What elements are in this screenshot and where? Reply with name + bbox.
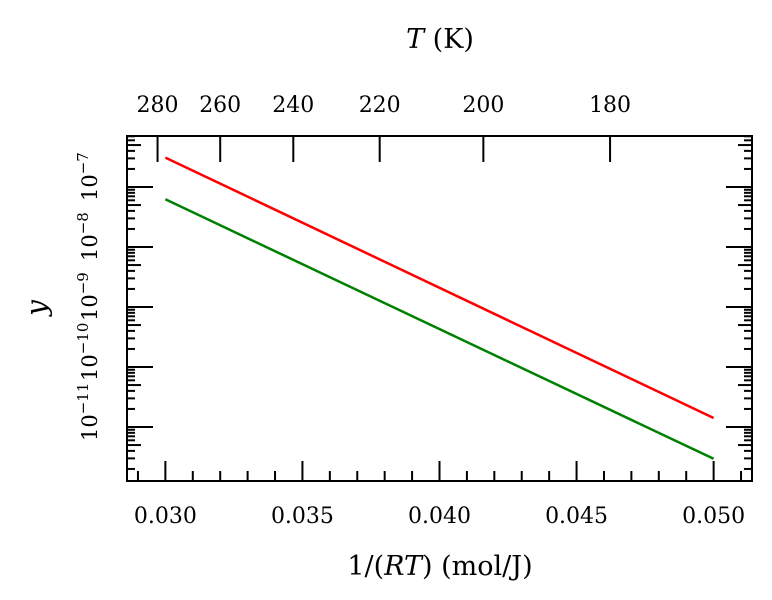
top-tick-label: 200 bbox=[462, 93, 504, 118]
plot-frame bbox=[126, 135, 753, 482]
x-axis-label: 1/(RT) (mol/J) bbox=[347, 551, 532, 582]
top-tick-label: 220 bbox=[359, 93, 401, 118]
y-tick-base: 10 bbox=[78, 234, 102, 261]
series-line-red bbox=[164, 156, 715, 420]
y-tick-exponent: −8 bbox=[74, 212, 92, 234]
y-tick-exponent: −10 bbox=[74, 323, 92, 355]
top-axis-label: T (K) bbox=[406, 24, 474, 55]
series-lines bbox=[164, 156, 715, 460]
tick-labels: 0.030 0.035 0.040 0.045 0.050 280 260 240 220 200… bbox=[74, 93, 745, 529]
series-line-green bbox=[164, 198, 715, 460]
top-tick-label: 240 bbox=[272, 93, 314, 118]
ticks bbox=[127, 135, 752, 481]
x-tick-label: 0.050 bbox=[682, 504, 745, 529]
y-tick-exponent: −7 bbox=[74, 152, 92, 174]
y-tick-label: 10−8 bbox=[74, 212, 102, 261]
top-tick-label: 280 bbox=[137, 93, 179, 118]
y-tick-exponent: −11 bbox=[74, 383, 92, 415]
y-tick-label: 10−11 bbox=[74, 383, 102, 441]
top-tick-label: 260 bbox=[199, 93, 241, 118]
y-tick-base: 10 bbox=[78, 294, 102, 321]
x-tick-label: 0.045 bbox=[545, 504, 608, 529]
top-tick-label: 180 bbox=[589, 93, 631, 118]
y-tick-label: 10−10 bbox=[74, 323, 102, 381]
y-tick-base: 10 bbox=[78, 414, 102, 441]
y-tick-label: 10−9 bbox=[74, 272, 102, 321]
x-tick-label: 0.035 bbox=[271, 504, 334, 529]
y-tick-base: 10 bbox=[78, 174, 102, 201]
x-tick-label: 0.040 bbox=[408, 504, 471, 529]
x-tick-label: 0.030 bbox=[134, 504, 197, 529]
y-axis-label: y bbox=[20, 299, 53, 318]
y-tick-base: 10 bbox=[78, 354, 102, 381]
y-tick-exponent: −9 bbox=[74, 272, 92, 294]
y-tick-label: 10−7 bbox=[74, 152, 102, 201]
